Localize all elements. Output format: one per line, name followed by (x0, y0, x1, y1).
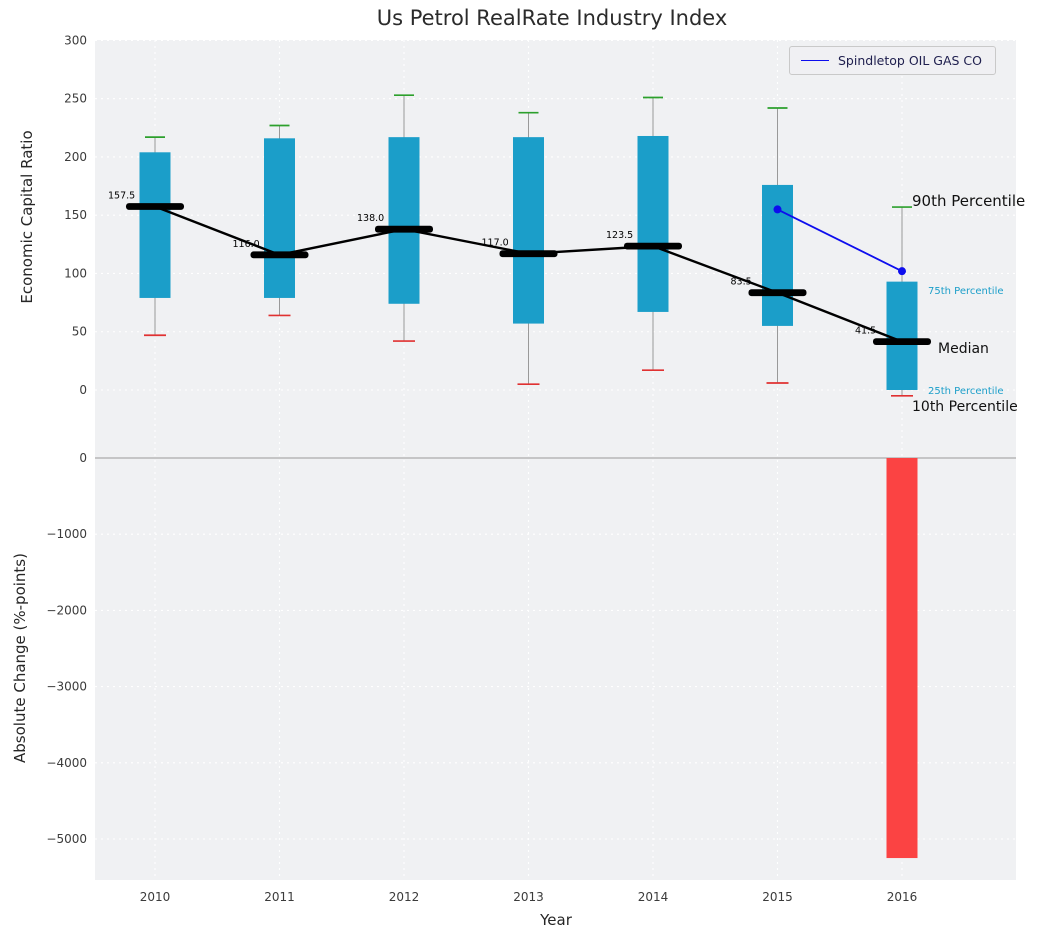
svg-text:−5000: −5000 (46, 832, 87, 846)
legend-label: Spindletop OIL GAS CO (838, 53, 982, 68)
svg-text:2015: 2015 (762, 890, 793, 904)
annotation-90th-percentile: 90th Percentile (912, 192, 1026, 210)
bottom-y-axis-label: Absolute Change (%-points) (11, 553, 29, 763)
svg-text:41.5: 41.5 (855, 326, 876, 337)
svg-text:50: 50 (72, 325, 87, 339)
svg-text:116.0: 116.0 (233, 239, 260, 250)
annotation-75th-percentile: 75th Percentile (928, 286, 1004, 297)
legend: Spindletop OIL GAS CO (789, 46, 996, 75)
svg-text:123.5: 123.5 (606, 230, 633, 241)
svg-text:250: 250 (64, 92, 87, 106)
chart-title: Us Petrol RealRate Industry Index (376, 6, 728, 30)
svg-text:150: 150 (64, 208, 87, 222)
svg-text:0: 0 (79, 451, 87, 465)
svg-text:157.5: 157.5 (108, 190, 135, 201)
legend-line-sample-icon (801, 60, 829, 61)
svg-text:2012: 2012 (389, 890, 420, 904)
svg-text:−1000: −1000 (46, 527, 87, 541)
annotation-25th-percentile: 25th Percentile (928, 386, 1004, 397)
annotation-10th-percentile: 10th Percentile (912, 399, 1018, 415)
svg-text:2010: 2010 (140, 890, 171, 904)
svg-text:2011: 2011 (264, 890, 295, 904)
svg-text:300: 300 (64, 33, 87, 47)
svg-text:2014: 2014 (638, 890, 669, 904)
svg-text:2016: 2016 (887, 890, 918, 904)
annotation-median: Median (938, 341, 989, 357)
x-axis-label: Year (540, 911, 572, 929)
svg-text:100: 100 (64, 266, 87, 280)
svg-text:2013: 2013 (513, 890, 544, 904)
top-y-axis-label: Economic Capital Ratio (18, 130, 36, 304)
svg-text:83.5: 83.5 (731, 277, 752, 288)
svg-text:−2000: −2000 (46, 603, 87, 617)
svg-text:117.0: 117.0 (482, 238, 509, 249)
svg-text:200: 200 (64, 150, 87, 164)
svg-text:0: 0 (79, 383, 87, 397)
svg-text:−3000: −3000 (46, 680, 87, 694)
svg-text:−4000: −4000 (46, 756, 87, 770)
svg-text:138.0: 138.0 (357, 213, 384, 224)
